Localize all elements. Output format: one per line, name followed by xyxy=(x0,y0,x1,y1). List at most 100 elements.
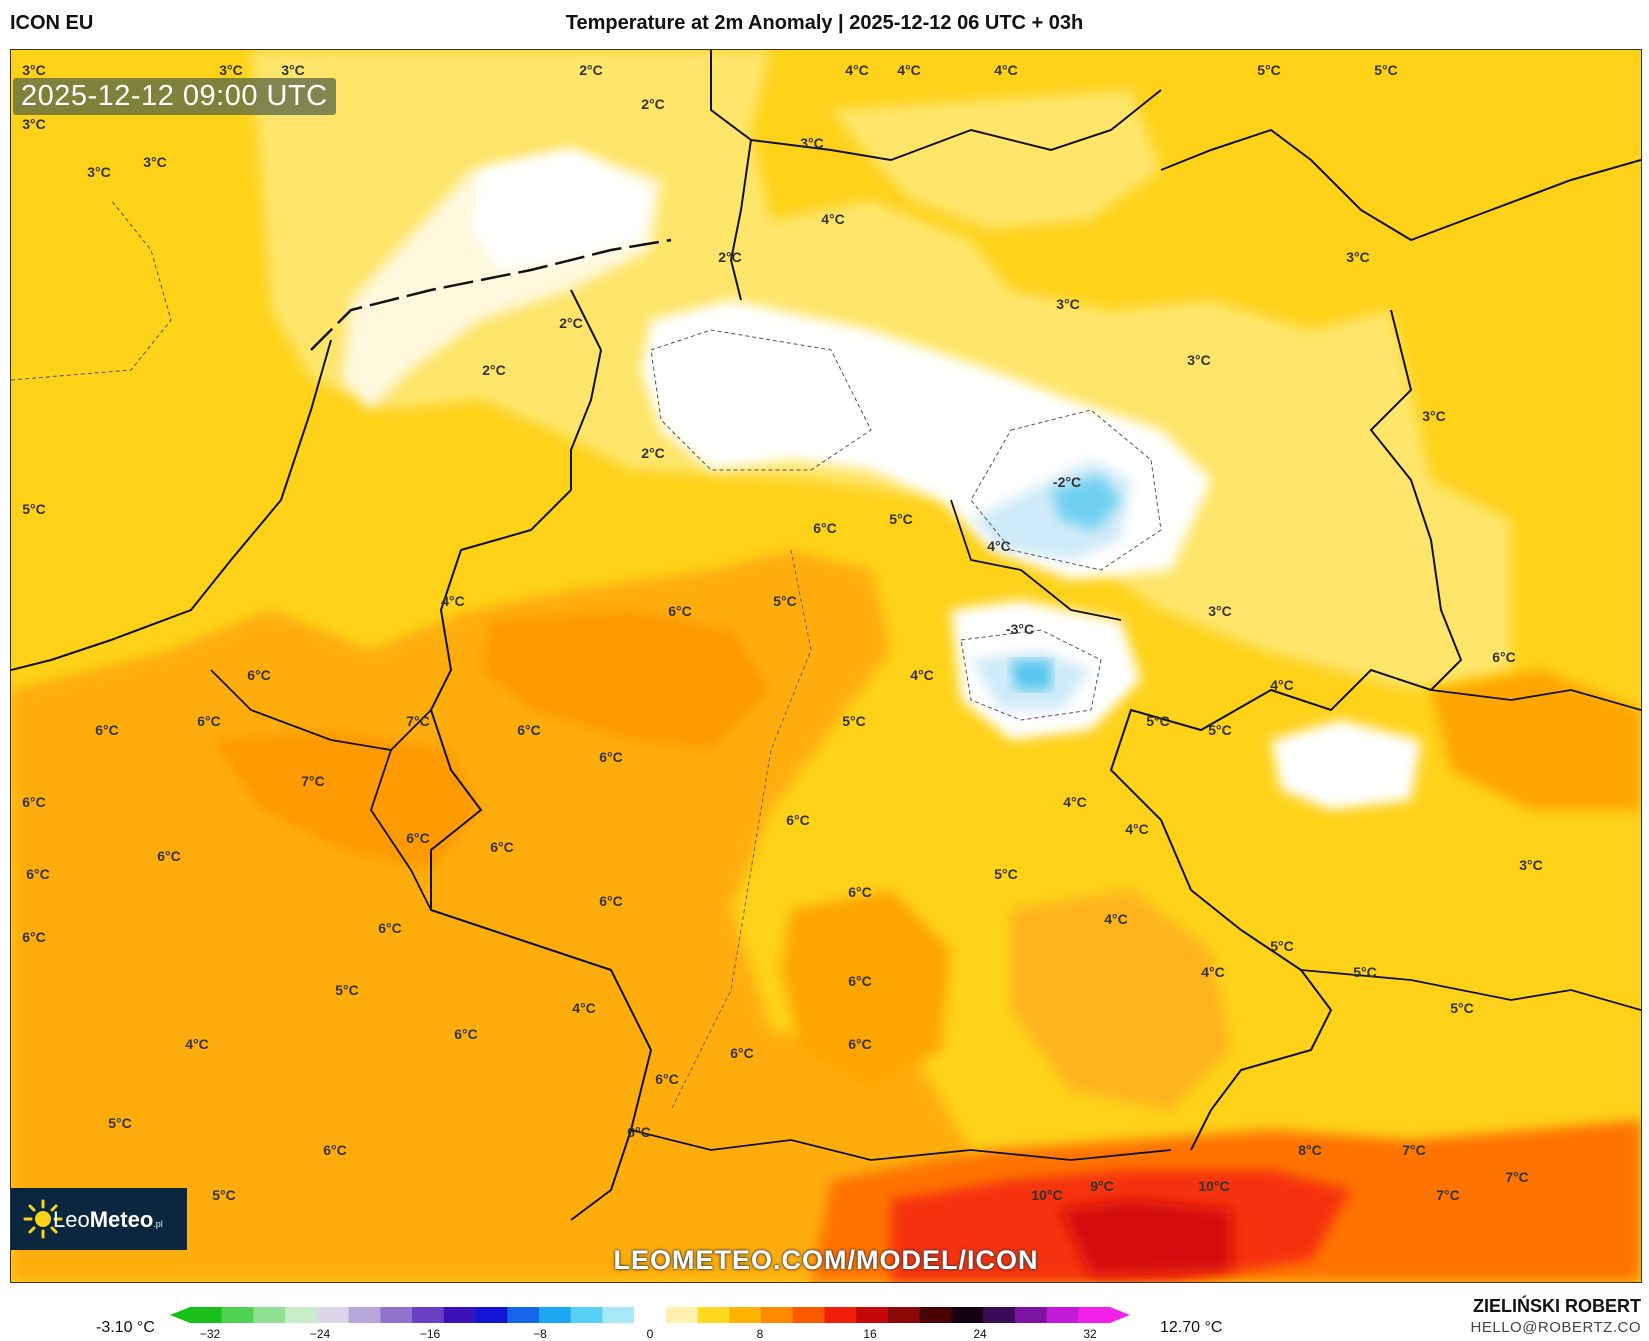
scale-cell xyxy=(1078,1307,1111,1323)
scale-min-arrow xyxy=(170,1307,190,1323)
temperature-label: 3°C xyxy=(219,62,243,78)
temperature-label: 5°C xyxy=(1450,1000,1474,1016)
scale-cell xyxy=(792,1307,825,1323)
scale-tick-label: 24 xyxy=(973,1327,987,1341)
scale-cell xyxy=(443,1307,477,1323)
temperature-label: 2°C xyxy=(579,62,603,78)
temperature-label: 3°C xyxy=(22,62,46,78)
temperature-label: 6°C xyxy=(599,893,623,909)
temperature-label: 2°C xyxy=(718,249,742,265)
temperature-label: 5°C xyxy=(1270,938,1294,954)
scale-cell xyxy=(570,1307,603,1323)
temperature-label: 4°C xyxy=(1063,794,1087,810)
temperature-label: 5°C xyxy=(994,866,1018,882)
temperature-label: 6°C xyxy=(627,1124,651,1140)
temperature-label: 6°C xyxy=(1492,649,1516,665)
temperature-label: 6°C xyxy=(848,973,872,989)
temperature-label: 2°C xyxy=(641,96,665,112)
scale-tick-label: −24 xyxy=(309,1327,331,1341)
scale-cell xyxy=(729,1307,762,1323)
scale-cell xyxy=(697,1307,730,1323)
scale-cell xyxy=(348,1307,381,1323)
temperature-label: 5°C xyxy=(335,982,359,998)
temperature-label: 3°C xyxy=(1346,249,1370,265)
scale-cell xyxy=(856,1307,889,1323)
temperature-label: 6°C xyxy=(655,1071,679,1087)
scale-cell xyxy=(951,1307,984,1323)
scale-tick-label: 0 xyxy=(646,1327,654,1341)
temperature-label: 4°C xyxy=(1270,677,1294,693)
temperature-label: 3°C xyxy=(281,62,305,78)
temperature-label: 6°C xyxy=(848,884,872,900)
leometeo-logo[interactable]: LeoMeteo.pl xyxy=(11,1188,187,1250)
temperature-label: 4°C xyxy=(845,62,869,78)
temperature-label: 4°C xyxy=(910,667,934,683)
scale-cell xyxy=(190,1307,223,1323)
scale-cell xyxy=(221,1307,254,1323)
temperature-label: 6°C xyxy=(22,794,46,810)
temperature-label: -2°C xyxy=(1052,474,1082,490)
logo-name: Leo xyxy=(53,1207,90,1232)
temperature-label: 4°C xyxy=(1125,821,1149,837)
temperature-label: 6°C xyxy=(730,1045,754,1061)
scale-cell xyxy=(919,1307,952,1323)
temperature-label: 6°C xyxy=(454,1026,478,1042)
temperature-label: 7°C xyxy=(406,713,430,729)
logo-name-bold: Meteo xyxy=(89,1207,154,1232)
temperature-label: 6°C xyxy=(157,848,181,864)
temperature-label: 7°C xyxy=(1505,1169,1529,1185)
temperature-label: 6°C xyxy=(378,920,402,936)
author-email[interactable]: HELLO@ROBERTZ.CO xyxy=(1470,1319,1641,1336)
temperature-label: 7°C xyxy=(301,773,325,789)
temperature-label: 4°C xyxy=(994,62,1018,78)
temperature-label: 5°C xyxy=(842,713,866,729)
temperature-label: 6°C xyxy=(22,929,46,945)
scale-cell xyxy=(253,1307,286,1323)
temperature-label: 6°C xyxy=(813,520,837,536)
temperature-label: 3°C xyxy=(800,135,824,151)
legend-max-value: 12.70 °C xyxy=(1160,1319,1223,1336)
temperature-label: 4°C xyxy=(1104,911,1128,927)
temperature-label: 3°C xyxy=(1187,352,1211,368)
temperature-label: 5°C xyxy=(212,1187,236,1203)
scale-cell xyxy=(380,1307,413,1323)
temperature-label: 3°C xyxy=(143,154,167,170)
temperature-label: 5°C xyxy=(773,593,797,609)
temperature-label: 8°C xyxy=(1298,1142,1322,1158)
temperature-label: 5°C xyxy=(1208,722,1232,738)
legend-min-value: -3.10 °C xyxy=(96,1319,155,1336)
scale-max-arrow xyxy=(1110,1307,1130,1323)
scale-tick-label: −16 xyxy=(419,1327,441,1341)
temperature-label: 6°C xyxy=(490,839,514,855)
temperature-label: 2°C xyxy=(559,315,583,331)
temperature-label: 6°C xyxy=(786,812,810,828)
temperature-label: 6°C xyxy=(247,667,271,683)
temperature-label: 4°C xyxy=(185,1036,209,1052)
scale-cell xyxy=(316,1307,350,1323)
scale-cell xyxy=(602,1307,635,1323)
temperature-label: 5°C xyxy=(889,511,913,527)
temperature-label: 2°C xyxy=(641,445,665,461)
header: ICON EU Temperature at 2m Anomaly | 2025… xyxy=(0,0,1649,50)
temperature-label: 4°C xyxy=(987,538,1011,554)
logo-suffix: .pl xyxy=(153,1219,163,1229)
scale-tick-label: 32 xyxy=(1083,1327,1097,1341)
temperature-label: 5°C xyxy=(108,1115,132,1131)
scale-cell xyxy=(475,1307,508,1323)
temperature-label: 3°C xyxy=(22,116,46,132)
temperature-label: 6°C xyxy=(599,749,623,765)
scale-cell xyxy=(665,1307,699,1323)
color-scale-bar xyxy=(170,1307,1130,1323)
temperature-label: 5°C xyxy=(1374,62,1398,78)
temperature-label: 6°C xyxy=(517,722,541,738)
scale-cell xyxy=(285,1307,318,1323)
temperature-label: 2°C xyxy=(482,362,506,378)
scale-tick-label: −8 xyxy=(533,1327,547,1341)
temperature-label: 4°C xyxy=(441,593,465,609)
sun-icon xyxy=(23,1199,63,1239)
logo-text: LeoMeteo.pl xyxy=(53,1207,163,1233)
temperature-label: 9°C xyxy=(1090,1178,1114,1194)
scale-cell xyxy=(634,1307,667,1323)
temperature-anomaly-map[interactable]: 2025-12-12 09:00 UTC 3°C 3°C 3°C 3°C 3°C 3°C 2… xyxy=(10,49,1642,1283)
temperature-label: 5°C xyxy=(22,501,46,517)
